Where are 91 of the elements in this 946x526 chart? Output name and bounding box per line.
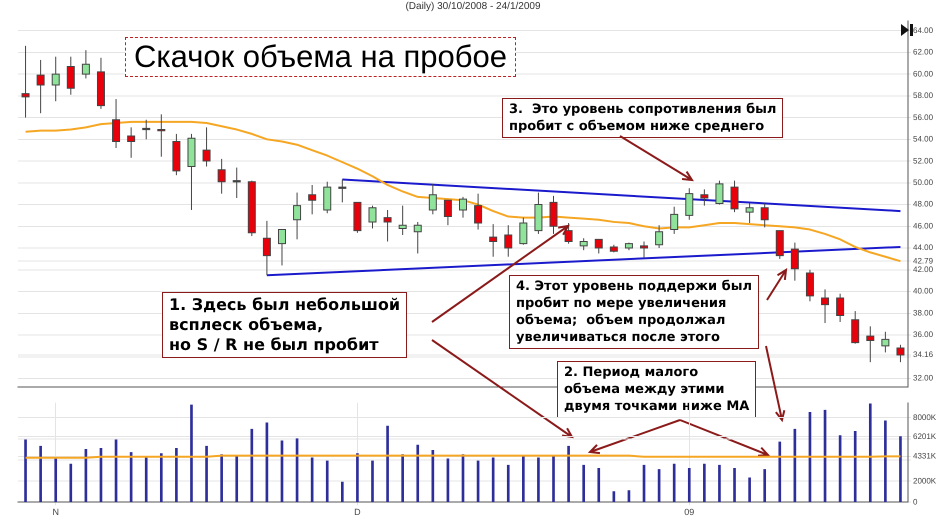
bar — [733, 468, 736, 502]
bar — [326, 460, 329, 502]
bar — [763, 469, 766, 502]
y-tick-label: 62.00 — [913, 48, 934, 57]
bar — [522, 456, 525, 502]
bar — [356, 453, 359, 502]
bar — [658, 469, 660, 502]
y-tick-label: 64.00 — [913, 26, 934, 35]
annotation: 2. Период малого объема между этими двумя точками ниже МА — [557, 361, 756, 418]
y-tick-label: 54.00 — [913, 134, 934, 144]
bar — [748, 478, 751, 502]
bar — [808, 412, 812, 502]
y-tick-label: 2000K — [913, 476, 937, 486]
y-tick-label: 60.00 — [913, 69, 934, 78]
bar — [371, 460, 374, 502]
y-tick-label: 36.00 — [913, 330, 934, 340]
bar — [582, 464, 586, 502]
bar — [130, 452, 132, 502]
y-tick-label: 46.00 — [913, 221, 934, 230]
bar — [24, 439, 27, 502]
x-tick-label: D — [354, 507, 362, 518]
y-tick-label: 40.00 — [913, 286, 934, 296]
bar — [838, 435, 842, 502]
bar — [537, 457, 540, 502]
bar — [296, 438, 298, 502]
bar — [175, 448, 178, 502]
bar — [386, 426, 389, 502]
annotation: 3. Это уровень сопротивления был пробит с объемом ниже среднего — [502, 98, 784, 138]
y-tick-label: 0 — [913, 497, 918, 506]
bar — [672, 464, 676, 502]
bar — [446, 458, 450, 502]
bar — [884, 420, 887, 502]
bar — [824, 410, 826, 502]
bar — [718, 464, 721, 502]
bar — [476, 460, 480, 502]
y-tick-label: 48.00 — [913, 200, 934, 209]
bar — [462, 454, 464, 502]
bar — [266, 422, 268, 502]
bar — [190, 404, 193, 502]
bar — [868, 404, 872, 502]
bar — [235, 455, 238, 502]
bar — [69, 464, 72, 502]
bar — [597, 468, 600, 502]
annotation: 4. Этот уровень поддержи был пробит по мере увеличения объема; объем продолжал увеличиваться после этого — [509, 275, 760, 349]
y-tick-label: 32.00 — [913, 374, 934, 383]
y-tick-label: 34.16 — [913, 350, 934, 360]
x-tick-label: N — [52, 507, 59, 518]
y-tick-label: 58.00 — [913, 91, 934, 100]
x-tick-label: 09 — [684, 507, 694, 518]
bar — [567, 446, 570, 502]
bar — [54, 457, 58, 502]
bar — [250, 428, 254, 502]
y-tick-label: 42.00 — [913, 264, 934, 274]
bar — [84, 449, 88, 502]
bar — [39, 446, 42, 502]
bar — [205, 446, 208, 502]
bar — [144, 457, 148, 502]
bar — [612, 491, 616, 502]
bar — [100, 448, 102, 502]
bar — [401, 454, 404, 502]
bar — [432, 450, 434, 502]
bar — [899, 436, 902, 502]
annotation: 1. Здесь был небольшой всплеск объема, но S / R не был пробит — [162, 292, 408, 358]
y-tick-label: 56.00 — [913, 112, 934, 122]
bar — [552, 456, 555, 502]
y-tick-label: 44.00 — [913, 243, 934, 252]
bar — [506, 464, 510, 502]
y-tick-label: 4331K — [913, 452, 937, 461]
bar — [220, 454, 223, 502]
bar — [854, 431, 857, 502]
y-tick-label: 50.00 — [913, 178, 934, 187]
bar — [340, 482, 344, 502]
bar — [416, 444, 420, 502]
bar — [492, 457, 494, 502]
bar — [628, 490, 630, 502]
annotation: Скачок объема на пробое — [125, 37, 516, 77]
y-tick-label: 52.00 — [913, 156, 934, 166]
bar — [114, 439, 118, 502]
bar — [778, 442, 782, 502]
y-tick-label: 42.79 — [913, 256, 934, 266]
bar — [794, 428, 796, 502]
bar — [703, 464, 706, 502]
bar — [160, 453, 163, 502]
bar — [642, 464, 646, 502]
bar — [688, 468, 691, 502]
chart-title: (Daily) 30/10/2008 - 24/1/2009 — [404, 0, 542, 14]
bar — [310, 457, 314, 502]
y-tick-label: 6201K — [913, 432, 937, 441]
y-tick-label: 8000K — [913, 412, 937, 422]
y-tick-label: 38.00 — [913, 308, 934, 318]
bar — [280, 440, 284, 502]
